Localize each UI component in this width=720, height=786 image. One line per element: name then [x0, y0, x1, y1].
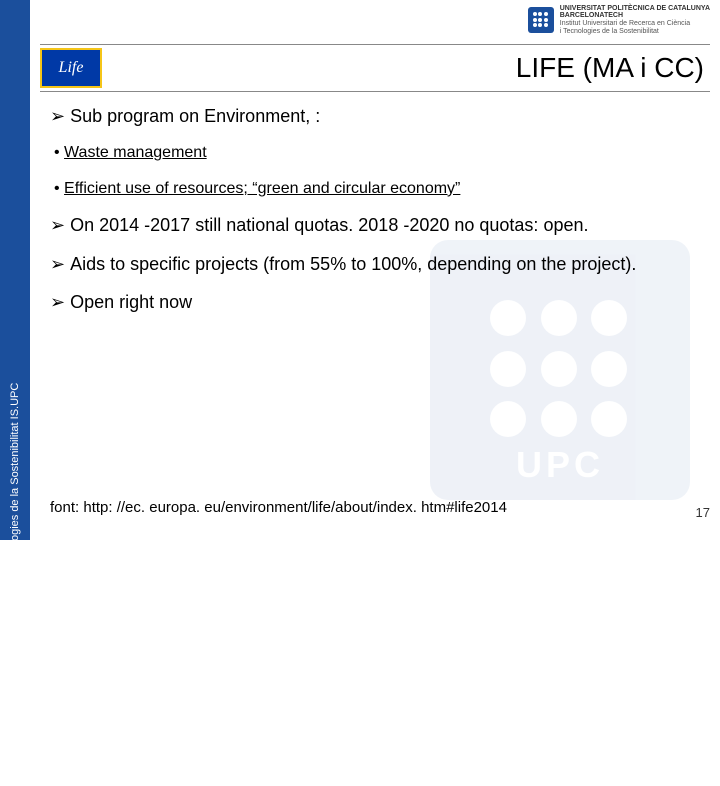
- title-row: Life LIFE (MA i CC): [40, 44, 710, 92]
- aids-line: Aids to specific projects (from 55% to 1…: [70, 254, 636, 274]
- header-line1: UNIVERSITAT POLITÈCNICA DE CATALUNYA: [560, 5, 710, 12]
- bullet-efficient: Efficient use of resources; “green and c…: [64, 180, 460, 197]
- page-number: 17: [696, 505, 710, 520]
- bullet-waste: Waste management: [64, 144, 207, 161]
- upc-logo: UNIVERSITAT POLITÈCNICA DE CATALUNYA BAR…: [528, 5, 710, 36]
- header-text: UNIVERSITAT POLITÈCNICA DE CATALUNYA BAR…: [560, 5, 710, 36]
- footer-source: font: http: //ec. europa. eu/environment…: [50, 499, 507, 516]
- left-strip: Institut Universitari de Recerca en Cièn…: [0, 0, 30, 540]
- slide: Institut Universitari de Recerca en Cièn…: [0, 0, 720, 540]
- page-title: LIFE (MA i CC): [112, 52, 710, 84]
- header-line2: BARCELONATECH: [560, 12, 623, 19]
- open-line: Open right now: [70, 292, 192, 312]
- life-flag-text: Life: [59, 59, 84, 77]
- life-flag-icon: Life: [40, 48, 102, 88]
- upc-badge-icon: [528, 7, 554, 33]
- header: UNIVERSITAT POLITÈCNICA DE CATALUNYA BAR…: [30, 0, 720, 36]
- quotas-line: On 2014 -2017 still national quotas. 201…: [70, 215, 588, 235]
- header-line3: Institut Universitari de Recerca en Cièn…: [560, 20, 690, 27]
- header-line4: i Tecnologies de la Sostenibilitat: [560, 28, 659, 35]
- left-strip-text: Institut Universitari de Recerca en Cièn…: [9, 266, 21, 786]
- subprogram-line: Sub program on Environment, :: [70, 106, 320, 126]
- content: Sub program on Environment, : Waste mana…: [50, 104, 692, 510]
